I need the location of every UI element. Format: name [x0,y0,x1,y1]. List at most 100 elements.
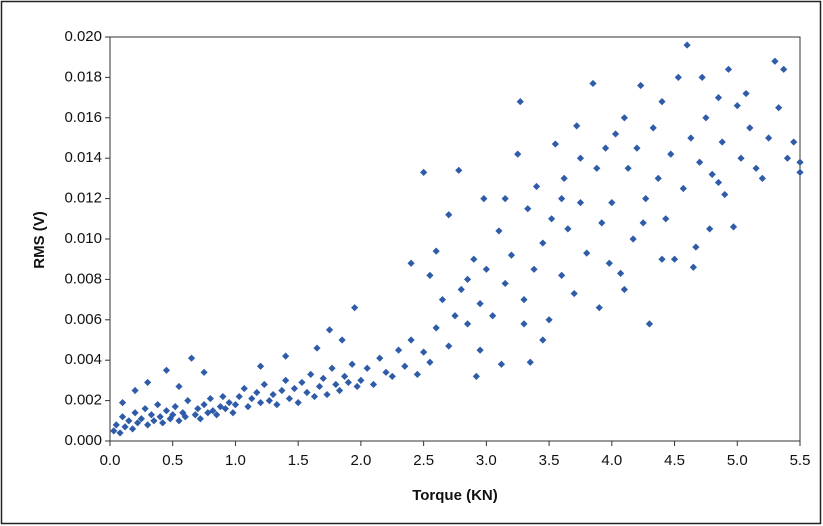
point [209,407,217,415]
point [463,275,472,283]
point [548,215,556,223]
point [633,144,641,152]
point [175,382,183,391]
point [196,415,204,423]
point [507,251,516,259]
point [118,399,127,407]
point [702,114,710,122]
y-tick-label: 0.020 [64,28,102,45]
point [290,384,299,393]
point [175,417,183,425]
y-tick-label: 0.018 [64,68,102,85]
point [351,304,359,312]
point [376,354,384,362]
x-tick-label: 2.5 [413,452,434,469]
point [285,394,293,403]
point [783,154,792,162]
point [576,154,585,162]
point [357,376,365,384]
point [658,255,666,263]
point [733,102,741,110]
point [134,419,142,427]
point [219,392,227,401]
y-tick-label: 0.016 [64,109,102,126]
point [558,271,566,279]
point [629,235,637,243]
point [179,409,187,417]
point [696,158,704,166]
point [420,348,428,356]
point [231,401,240,409]
y-tick-label: 0.014 [64,149,102,166]
point [501,279,509,288]
x-tick-label: 0.0 [100,452,121,469]
x-tick-label: 5.5 [790,452,811,469]
point [516,98,524,106]
point [539,336,547,344]
y-tick-label: 0.006 [64,311,102,328]
point [319,374,327,382]
point [194,405,202,413]
point [260,380,268,389]
point [273,401,281,409]
point [617,269,625,277]
point [692,243,700,251]
point [662,215,670,223]
point [206,394,214,403]
point [240,384,248,393]
point [159,419,167,427]
point [667,150,675,158]
point [457,285,465,294]
point [150,417,158,425]
point [341,372,349,380]
point [598,219,606,227]
point [298,378,306,387]
point [718,138,726,146]
point [714,94,723,102]
point [601,144,610,152]
x-axis-title: Torque (KN) [412,487,498,504]
point [589,79,597,88]
point [670,255,679,263]
point [539,239,547,247]
point [294,399,302,407]
point [438,296,447,304]
point [432,324,440,332]
point [353,382,361,391]
y-tick-label: 0.000 [64,432,102,449]
point [558,195,566,203]
point [253,388,261,397]
x-tick-label: 3.5 [539,452,560,469]
point [679,184,687,193]
point [200,401,208,409]
point [420,168,428,176]
point [225,399,233,407]
point [369,380,378,389]
point [790,138,798,146]
point [683,41,691,49]
point [645,320,654,328]
point [714,178,723,187]
x-tick-label: 0.5 [162,452,183,469]
point [303,388,311,397]
point [278,386,286,395]
point [388,372,396,380]
point [445,211,453,219]
point [256,362,265,370]
point [131,386,139,395]
point [737,154,745,162]
point [171,403,179,411]
point [325,326,334,334]
x-tick-label: 1.0 [225,452,246,469]
point [560,174,568,182]
point [470,255,478,263]
point [451,312,459,320]
point [116,429,124,437]
point [637,81,645,90]
point [191,411,199,419]
point [313,344,321,352]
point [282,376,290,384]
x-tick-label: 2.0 [350,452,371,469]
point [520,320,528,328]
point [649,124,657,132]
